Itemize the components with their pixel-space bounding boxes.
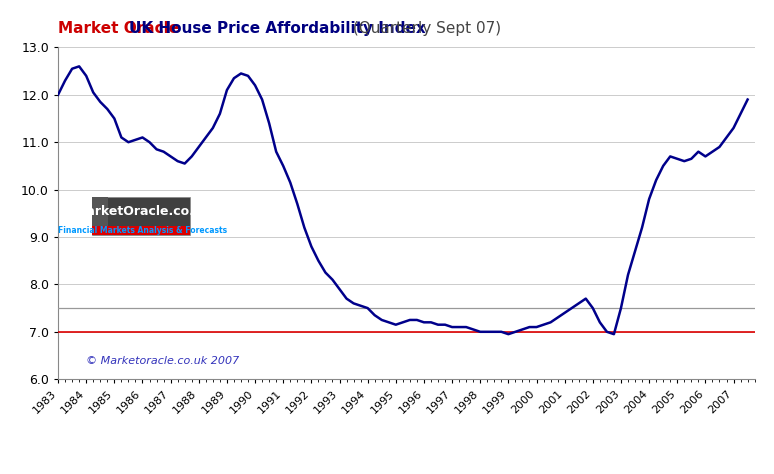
Bar (92, 197, 190, 235)
Text: Financial Markets Analysis & Forecasts: Financial Markets Analysis & Forecasts (59, 226, 228, 235)
Bar (92, 197, 108, 226)
Text: (Quarterly Sept 07): (Quarterly Sept 07) (348, 21, 501, 36)
Text: Market Oracle: Market Oracle (58, 21, 184, 36)
Text: UK House Price Affordability Index: UK House Price Affordability Index (129, 21, 426, 36)
Bar (92, 226, 190, 235)
Text: © Marketoracle.co.uk 2007: © Marketoracle.co.uk 2007 (86, 356, 239, 366)
Text: MarketOracle.co.uk: MarketOracle.co.uk (74, 205, 211, 218)
